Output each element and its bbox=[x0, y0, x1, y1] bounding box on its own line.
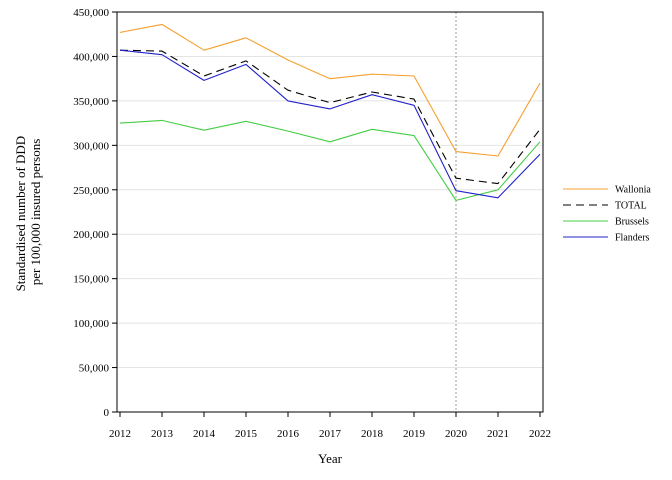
legend-label-wallonia: Wallonia bbox=[615, 185, 651, 196]
series-line-brussels bbox=[119, 119, 541, 201]
y-axis-title: Standardised number of DDD per 100,000 i… bbox=[13, 133, 43, 292]
x-axis-ticks: 2012 2013 2014 2015 2016 2017 2018 2019 2020 2021… bbox=[109, 412, 551, 440]
y-axis-title-line-1: Standardised number of DDD bbox=[13, 136, 28, 292]
legend: Wallonia TOTAL Brussels Flanders bbox=[563, 185, 651, 244]
x-tick-label: 2019 bbox=[403, 428, 426, 440]
x-tick-label: 2013 bbox=[151, 428, 174, 440]
y-tick-label: 350,000 bbox=[73, 96, 109, 108]
x-tick-label: 2016 bbox=[277, 428, 300, 440]
y-tick-label: 0 bbox=[104, 407, 110, 419]
x-axis-title: Year bbox=[318, 451, 343, 466]
series-line-wallonia bbox=[119, 23, 541, 157]
y-tick-label: 400,000 bbox=[73, 51, 109, 63]
x-tick-label: 2014 bbox=[193, 428, 216, 440]
y-tick-label: 300,000 bbox=[73, 140, 109, 152]
y-tick-label: 450,000 bbox=[73, 7, 109, 19]
legend-label-flanders: Flanders bbox=[615, 233, 650, 244]
legend-label-brussels: Brussels bbox=[615, 217, 649, 228]
legend-label-total: TOTAL bbox=[615, 201, 647, 212]
y-axis-title-line-2: per 100,000 insured persons bbox=[28, 139, 43, 286]
grid-lines bbox=[117, 55, 543, 369]
series-line-total bbox=[119, 49, 541, 185]
x-tick-label: 2022 bbox=[529, 428, 551, 440]
y-axis-ticks: 0 50,000 100,000 150,000 200,000 250,000 300,0… bbox=[73, 7, 117, 419]
y-tick-label: 250,000 bbox=[73, 185, 109, 197]
series-lines bbox=[119, 23, 541, 201]
x-tick-label: 2017 bbox=[319, 428, 342, 440]
x-tick-label: 2020 bbox=[445, 428, 468, 440]
x-tick-label: 2012 bbox=[109, 428, 131, 440]
plot-frame bbox=[116, 11, 544, 413]
x-tick-label: 2018 bbox=[361, 428, 384, 440]
y-tick-label: 100,000 bbox=[73, 318, 109, 330]
series-line-flanders bbox=[119, 49, 541, 199]
x-tick-label: 2015 bbox=[235, 428, 258, 440]
y-tick-label: 200,000 bbox=[73, 229, 109, 241]
x-tick-label: 2021 bbox=[487, 428, 509, 440]
y-tick-label: 50,000 bbox=[79, 363, 110, 375]
y-tick-label: 150,000 bbox=[73, 274, 109, 286]
